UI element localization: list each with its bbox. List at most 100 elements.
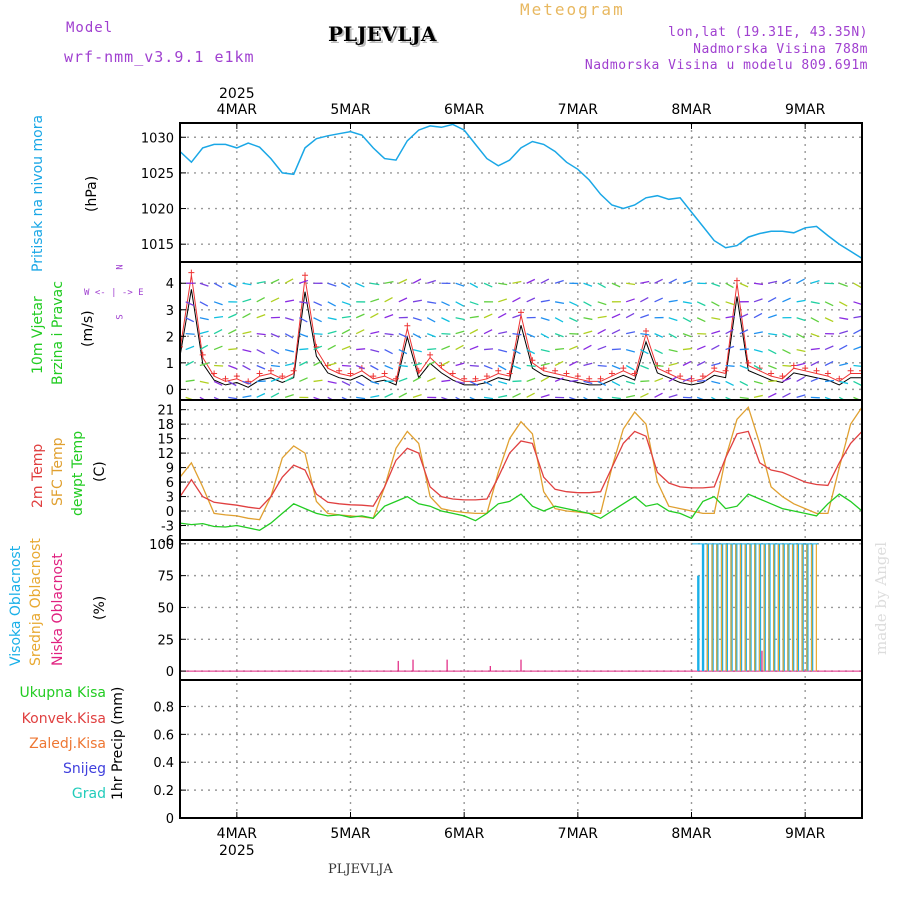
temp-2m-line (180, 430, 862, 510)
model-name: wrf-nmm_v3.9.1 e1km (64, 48, 255, 66)
wind-arrow (199, 317, 209, 321)
wind-arrow (540, 333, 550, 339)
wind-arrow (284, 348, 295, 353)
wind-arrow (214, 364, 224, 367)
wind-arrow (341, 301, 351, 306)
wind-speed-marker (256, 370, 263, 377)
wind-arrow (213, 282, 223, 289)
wind-arrow (725, 282, 734, 289)
wind-arrow (228, 380, 237, 387)
wind-arrow (512, 296, 521, 303)
wind-arrow (412, 394, 422, 398)
wind-arrow (185, 360, 194, 367)
wind-arrow (824, 301, 834, 307)
wind-arrow (753, 312, 763, 319)
wind-arrow (412, 317, 422, 321)
wind-speed-marker (461, 375, 468, 382)
wind-arrow (384, 364, 394, 370)
wind-speed-marker (438, 362, 445, 369)
wind-arrow (199, 301, 209, 307)
wind-arrow (767, 392, 777, 398)
wind-arrow (242, 364, 251, 371)
wind-arrow (497, 312, 507, 319)
y-tick-label: 1030 (141, 131, 174, 146)
wind-arrow (810, 301, 820, 305)
wind-arrow (711, 362, 721, 367)
wind-arrow (370, 380, 380, 385)
wind-arrow (569, 301, 578, 307)
wind-arrow (767, 349, 777, 355)
wind-arrow (242, 348, 252, 353)
page-title: PLJEVLJA (328, 22, 437, 46)
wind-arrow (498, 348, 508, 353)
wind-arrow (554, 301, 565, 304)
y-tick-label: 50 (157, 601, 174, 616)
x-tick-label-bottom: 8MAR (671, 826, 712, 842)
panel-frame (179, 122, 863, 263)
wind-speed-marker (699, 373, 706, 380)
wind-arrow (256, 348, 266, 355)
wind-arrow (668, 278, 678, 284)
wind-arrow (810, 333, 820, 338)
wind-arrow (554, 279, 564, 284)
wind-arrow (370, 298, 380, 303)
y-tick-label: 1025 (141, 167, 174, 182)
wind-arrow (668, 333, 677, 339)
wind-arrow (810, 317, 820, 323)
wind-arrow (355, 329, 365, 335)
wind-arrow (810, 347, 820, 351)
wind-arrow (753, 282, 764, 286)
wind-arrow (597, 282, 606, 289)
wind-arrow (412, 278, 422, 284)
wind-arrow (796, 299, 806, 303)
wind-speed-marker (643, 328, 650, 334)
wind-speed-marker (711, 365, 718, 372)
wind-arrow (782, 348, 791, 355)
wind-speed-marker (449, 370, 456, 377)
wind-arrow (555, 347, 565, 351)
x-year-label-bottom: 2025 (219, 843, 255, 859)
wind-arrow (455, 344, 464, 351)
wind-arrow (725, 380, 734, 387)
wind-arrow (242, 395, 252, 398)
wind-arrow (242, 312, 251, 319)
wind-arrow (483, 313, 493, 319)
wind-arrow (242, 380, 252, 385)
wind-arrow (412, 376, 422, 382)
wind-arrow (839, 380, 849, 385)
wind-arrow (299, 377, 308, 383)
wind-arrow (199, 344, 209, 351)
precip-legend-snow: Snijeg (62, 761, 106, 777)
y-tick-label: 0.4 (153, 756, 174, 771)
wind-arrow (654, 364, 664, 367)
wind-speed-marker (290, 367, 297, 374)
wind-arrow (370, 394, 380, 398)
wind-speed-marker (847, 367, 854, 374)
wind-arrow (782, 333, 791, 338)
wind-arrow (526, 377, 536, 383)
wind-arrow (583, 362, 593, 367)
wind-speed-marker (722, 367, 729, 374)
wind-arrow (498, 394, 508, 398)
wind-arrow (583, 380, 593, 385)
wind-arrow (853, 328, 862, 335)
wind-arrow (640, 296, 649, 303)
wind-arrow (341, 364, 351, 367)
wind-speed-marker (836, 375, 843, 382)
wind-arrow (228, 313, 237, 319)
wind-speed-marker (495, 367, 502, 374)
wind-arrow (711, 344, 720, 351)
wind-arrow (554, 360, 564, 367)
wind-arrow (256, 333, 266, 336)
sfc-temp-line (180, 405, 862, 521)
model-elevation-label: Nadmorska Visina u modelu 809.691m (584, 58, 868, 73)
x-tick-label-top: 9MAR (785, 102, 826, 118)
wind-arrow (228, 348, 238, 351)
wind-arrow (853, 380, 862, 387)
wind-arrow (725, 328, 734, 335)
wind-arrow (299, 333, 308, 338)
wind-arrow (654, 333, 664, 338)
wind-arrow (767, 296, 777, 303)
wind-arrow (583, 301, 592, 307)
wind-arrow (711, 330, 721, 335)
